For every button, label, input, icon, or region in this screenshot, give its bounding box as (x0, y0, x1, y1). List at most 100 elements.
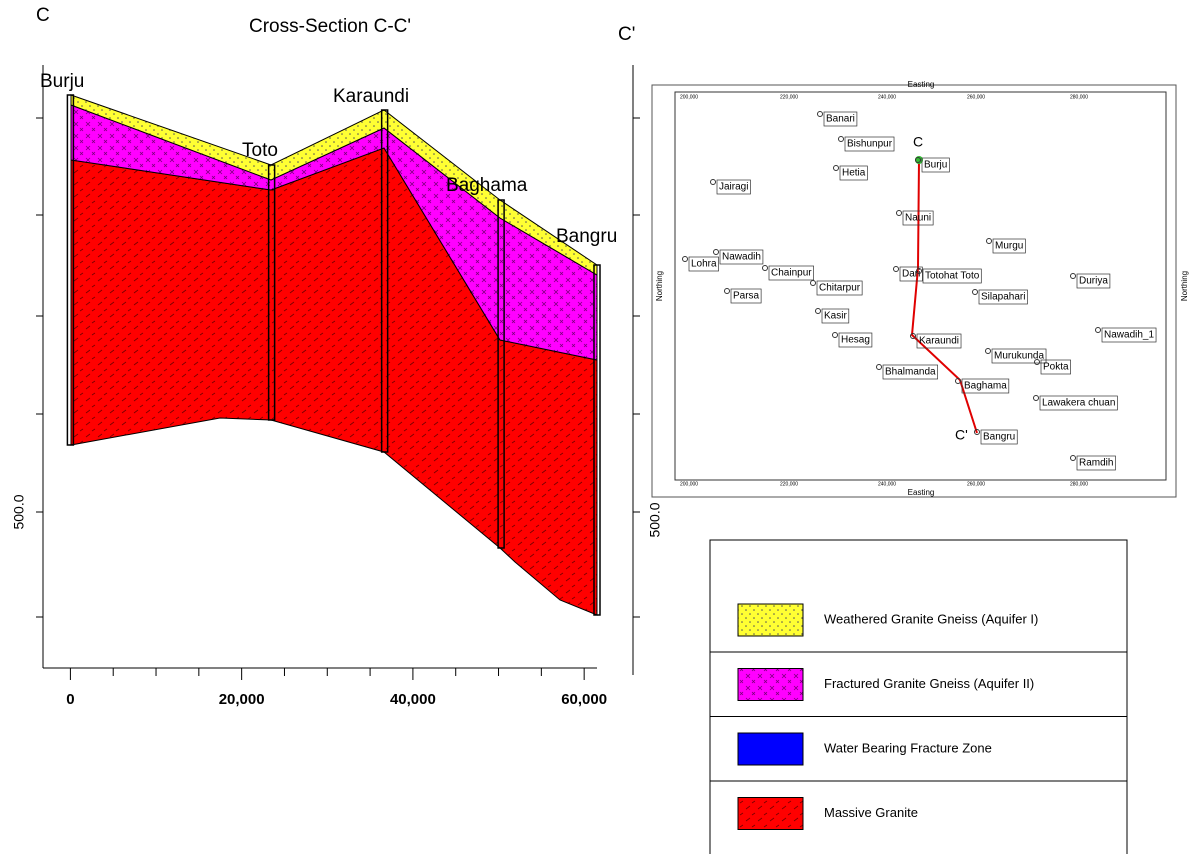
place-label: Hesag (841, 335, 870, 346)
place-marker (985, 348, 991, 354)
place-marker (838, 136, 844, 142)
place-marker (1070, 273, 1076, 279)
place-label: Jairagi (719, 182, 748, 193)
section-start: C (36, 5, 50, 26)
place-box (716, 179, 751, 195)
place-label: Kasir (824, 311, 847, 322)
x-tick-label: 60,000 (561, 691, 607, 708)
place-label: Murgu (995, 241, 1023, 252)
right-axis-label: 500.0 (647, 502, 663, 537)
place-label: Chainpur (771, 268, 812, 279)
place-label: Chitarpur (819, 283, 861, 294)
legend-swatch (737, 603, 804, 637)
map-right-axis: Northing (1180, 271, 1189, 301)
well-label: Toto (242, 140, 278, 161)
place-label: Murukunda (994, 351, 1044, 362)
easting-label: 220,000 (780, 481, 798, 487)
well (593, 264, 601, 616)
place-box (816, 280, 863, 296)
place-marker (986, 238, 992, 244)
place-marker (682, 256, 688, 262)
place-box (1040, 359, 1071, 375)
place-marker (815, 308, 821, 314)
place-box (916, 333, 962, 349)
map-places: 200,000 200,000 220,000 220,000 240,000 240,0… (680, 94, 1157, 487)
place-marker (972, 289, 978, 295)
place-label: Nauni (905, 213, 931, 224)
easting-label: 240,000 (878, 481, 896, 487)
place-box (992, 238, 1026, 254)
place-marker (915, 157, 921, 163)
place-label: Ramdih (1079, 458, 1113, 469)
place-marker (762, 265, 768, 271)
place-label: Pokta (1043, 362, 1069, 373)
place-label: Banari (826, 114, 855, 125)
section-line (910, 159, 978, 434)
place-box (922, 268, 982, 284)
place-marker (710, 179, 716, 185)
place-label: Burju (924, 160, 947, 171)
layers (70, 94, 598, 616)
place-marker (832, 332, 838, 338)
map-frame (651, 84, 1177, 498)
place-marker (724, 288, 730, 294)
cross-section-marks: 0 20,000 40,000 60,000 Burju Toto Karaundi Bagh… (40, 71, 617, 708)
place-label: Nawadih (722, 252, 761, 263)
place-label: Totohat Toto (925, 271, 980, 282)
x-tick-label: 40,000 (390, 691, 436, 708)
well (497, 199, 505, 549)
legend-label: Weathered Granite Gneiss (Aquifer I) (824, 611, 1038, 626)
place-box (921, 157, 950, 173)
well-label: Burju (40, 71, 84, 92)
place-marker (876, 364, 882, 370)
place-box (839, 165, 868, 181)
place-marker (1095, 327, 1101, 333)
x-tick-label: 0 (66, 691, 74, 708)
well-label: Bangru (556, 226, 617, 247)
legend: Weathered Granite Gneiss (Aquifer I) Frac… (710, 603, 1127, 830)
weathered-gneiss (70, 94, 598, 276)
place-marker (1070, 455, 1076, 461)
easting-label: 280,000 (1070, 481, 1088, 487)
place-label: Silapahari (981, 292, 1025, 303)
place-box (899, 266, 923, 282)
place-label: Bishunpur (847, 139, 893, 150)
easting-label: 200,000 (680, 94, 698, 100)
map-end: C' (955, 427, 968, 443)
legend-label: Water Bearing Fracture Zone (824, 740, 992, 755)
place-label: Hetia (842, 168, 866, 179)
place-marker (1034, 359, 1040, 365)
map-inner (674, 91, 1167, 481)
easting-label: 280,000 (1070, 94, 1088, 100)
well-label: Karaundi (333, 86, 409, 107)
legend-swatch (737, 797, 804, 830)
easting-label: 260,000 (967, 481, 985, 487)
place-label: Parsa (733, 291, 760, 302)
easting-label: 260,000 (967, 94, 985, 100)
place-box (978, 289, 1028, 305)
place-label: Karaundi (919, 336, 959, 347)
place-label: Lawakera chuan (1042, 398, 1115, 409)
well (267, 164, 276, 421)
place-box (821, 308, 850, 324)
place-label: Bangru (983, 432, 1015, 443)
well-label: Baghama (446, 175, 528, 196)
place-box (961, 378, 1010, 394)
place-box (844, 136, 895, 152)
map-start: C (913, 134, 923, 150)
place-box (688, 256, 719, 272)
place-marker (896, 210, 902, 216)
place-marker (833, 165, 839, 171)
place-box (838, 332, 873, 348)
y-ticks (36, 117, 43, 618)
well (66, 94, 75, 446)
place-marker (910, 333, 916, 339)
place-box (1076, 455, 1116, 471)
place-label: Baghama (964, 381, 1007, 392)
right-ticks (633, 117, 640, 618)
place-box (1076, 273, 1111, 289)
left-axis-label: 500.0 (11, 494, 27, 529)
place-marker (810, 280, 816, 286)
place-box (823, 111, 858, 127)
